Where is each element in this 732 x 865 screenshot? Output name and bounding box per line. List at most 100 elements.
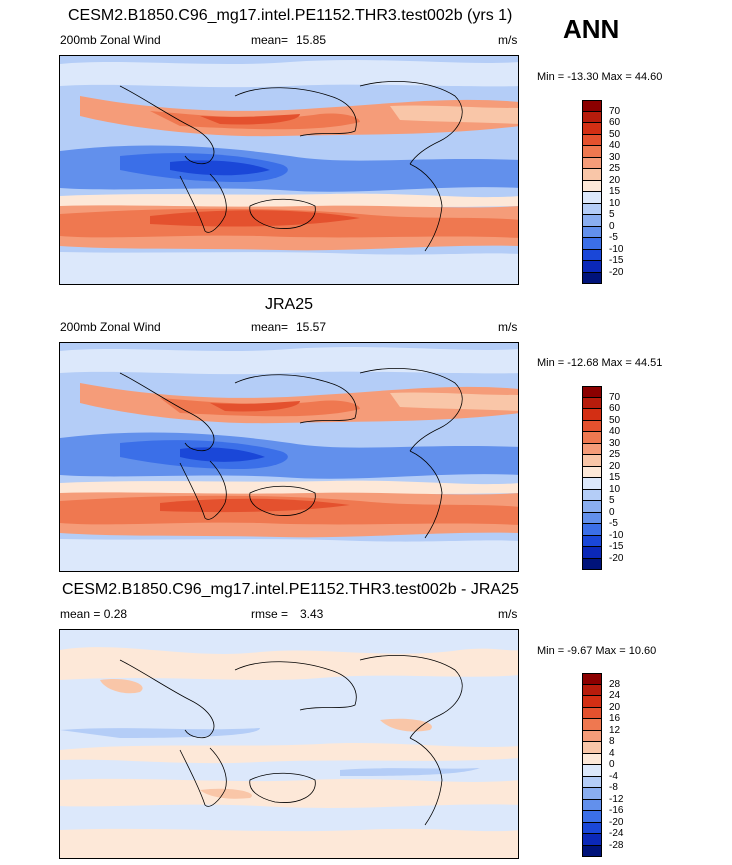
colorbar-swatch <box>582 799 602 811</box>
colorbar-swatch <box>582 261 602 273</box>
colorbar-label: 5 <box>609 495 615 506</box>
colorbar-label: 8 <box>609 736 615 747</box>
colorbar-swatch <box>582 169 602 181</box>
colorbar-swatch <box>582 386 602 398</box>
colorbar-swatch <box>582 834 602 846</box>
panel3-title: CESM2.B1850.C96_mg17.intel.PE1152.THR3.t… <box>62 581 519 598</box>
colorbar-swatch <box>582 409 602 421</box>
panel2-mean-value: 15.57 <box>296 320 327 334</box>
colorbar-swatch <box>582 776 602 788</box>
colorbar-swatch <box>582 100 602 112</box>
colorbar-label: 50 <box>609 128 621 140</box>
colorbar-label: 25 <box>609 449 621 460</box>
colorbar-label: 4 <box>609 747 615 759</box>
colorbar-swatch <box>582 730 602 742</box>
colorbar-swatch <box>582 684 602 696</box>
colorbar-label: 0 <box>609 759 615 770</box>
panel3-rmse-label: rmse = <box>251 607 289 621</box>
colorbar-label: 15 <box>609 186 621 197</box>
colorbar-swatch <box>582 558 602 570</box>
colorbar-label: 10 <box>609 197 621 209</box>
season-label: ANN <box>563 14 620 44</box>
colorbar-swatch <box>582 226 602 238</box>
colorbar-swatch <box>582 753 602 765</box>
panel2-variable-label: 200mb Zonal Wind <box>60 320 161 334</box>
colorbar-label: -20 <box>609 552 624 564</box>
colorbar-label: 40 <box>609 140 621 151</box>
colorbar-label: 5 <box>609 209 615 220</box>
colorbar-swatch <box>582 707 602 719</box>
panel3-units: m/s <box>498 607 518 621</box>
colorbar-label: -10 <box>609 243 624 255</box>
obs-map <box>59 342 519 572</box>
colorbar-label: 25 <box>609 163 621 174</box>
colorbar-swatch <box>582 501 602 513</box>
panel1-title: CESM2.B1850.C96_mg17.intel.PE1152.THR3.t… <box>68 7 513 24</box>
colorbar-swatch <box>582 192 602 204</box>
colorbar-swatch <box>582 157 602 169</box>
colorbar-label: 70 <box>609 105 621 117</box>
colorbar-label: 16 <box>609 713 621 724</box>
colorbar-label: 60 <box>609 117 621 128</box>
colorbar-swatch <box>582 811 602 823</box>
colorbar-swatch <box>582 180 602 192</box>
colorbar-label: 0 <box>609 506 615 518</box>
colorbar-swatch <box>582 719 602 731</box>
colorbar-swatch <box>582 455 602 467</box>
colorbar-label: -12 <box>609 793 624 805</box>
colorbar-swatch <box>582 420 602 432</box>
colorbar-swatch <box>582 742 602 754</box>
colorbar-swatch <box>582 535 602 547</box>
colorbar-label: 20 <box>609 701 621 713</box>
colorbar-swatch <box>582 512 602 524</box>
colorbar-swatch <box>582 123 602 135</box>
colorbar-label: 50 <box>609 414 621 426</box>
colorbar-swatch <box>582 822 602 834</box>
colorbar-swatch <box>582 696 602 708</box>
colorbar-label: -5 <box>609 518 618 529</box>
colorbar-label: 10 <box>609 483 621 495</box>
colorbar-swatch <box>582 432 602 444</box>
colorbar-swatch <box>582 146 602 158</box>
colorbar-label: -28 <box>609 839 624 851</box>
colorbar-label: -24 <box>609 828 624 839</box>
panel2-title: JRA25 <box>265 296 314 313</box>
colorbar-label: -20 <box>609 266 624 278</box>
panel1-mean-label: mean= <box>251 33 289 47</box>
colorbar-label: -5 <box>609 232 618 243</box>
colorbar-swatch <box>582 249 602 261</box>
colorbar-swatch <box>582 134 602 146</box>
colorbar-label: 60 <box>609 403 621 414</box>
colorbar-swatch <box>582 673 602 685</box>
panel1-variable-label: 200mb Zonal Wind <box>60 33 161 47</box>
panel2-units: m/s <box>498 320 518 334</box>
panel3-rmse-value: 3.43 <box>300 607 324 621</box>
colorbar-label: 24 <box>609 690 621 701</box>
colorbar-swatch <box>582 443 602 455</box>
colorbar-label: 30 <box>609 437 621 449</box>
model-map <box>59 55 519 285</box>
colorbar-swatch <box>582 845 602 857</box>
colorbar-swatch <box>582 466 602 478</box>
diff-map <box>59 629 519 859</box>
colorbar-label: 40 <box>609 426 621 437</box>
panel1-minmax: Min = -13.30 Max = 44.60 <box>537 71 663 83</box>
colorbar-swatch <box>582 524 602 536</box>
panel3-mean: mean = 0.28 <box>60 607 128 621</box>
colorbar-label: 70 <box>609 391 621 403</box>
panel1-mean-value: 15.85 <box>296 33 327 47</box>
colorbar-label: -15 <box>609 255 624 266</box>
colorbar-swatch <box>582 238 602 250</box>
colorbar-swatch <box>582 788 602 800</box>
colorbar-label: -16 <box>609 805 624 816</box>
panel3-minmax: Min = -9.67 Max = 10.60 <box>537 645 657 657</box>
colorbar-label: 30 <box>609 151 621 163</box>
colorbar-label: 0 <box>609 220 615 232</box>
colorbar-swatch <box>582 765 602 777</box>
colorbar-swatch <box>582 111 602 123</box>
colorbar-swatch <box>582 203 602 215</box>
colorbar-label: -20 <box>609 816 624 828</box>
colorbar-swatch <box>582 397 602 409</box>
colorbar-label: -15 <box>609 541 624 552</box>
colorbar-label: 12 <box>609 724 621 736</box>
